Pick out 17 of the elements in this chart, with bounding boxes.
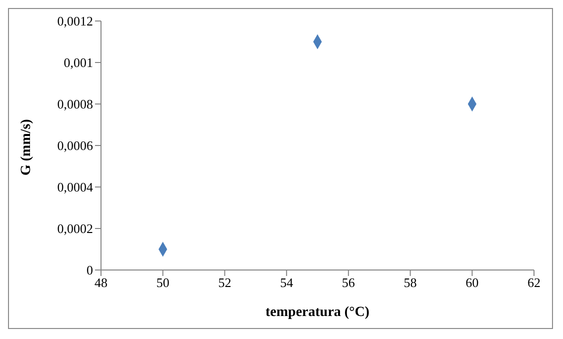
x-tick-label: 54: [280, 275, 294, 290]
x-tick-label: 50: [156, 275, 170, 290]
y-tick-label: 0,0012: [57, 14, 93, 29]
y-tick-label: 0,0002: [57, 221, 93, 236]
x-tick-label: 48: [94, 275, 108, 290]
x-tick-label: 52: [218, 275, 232, 290]
x-tick-label: 62: [528, 275, 540, 290]
x-tick-label: 58: [404, 275, 417, 290]
y-tick-label: 0,0004: [57, 180, 94, 195]
y-axis-title: G (mm/s): [18, 118, 34, 176]
y-tick-label: 0,0006: [57, 138, 94, 154]
x-tick-label: 60: [466, 275, 479, 290]
y-tick-label: 0: [86, 262, 93, 278]
y-tick-label: 0,0008: [57, 96, 93, 112]
x-axis-title: temperatura (°C): [266, 305, 370, 320]
y-tick-label: 0,001: [64, 55, 93, 70]
x-tick-label: 56: [342, 275, 356, 290]
